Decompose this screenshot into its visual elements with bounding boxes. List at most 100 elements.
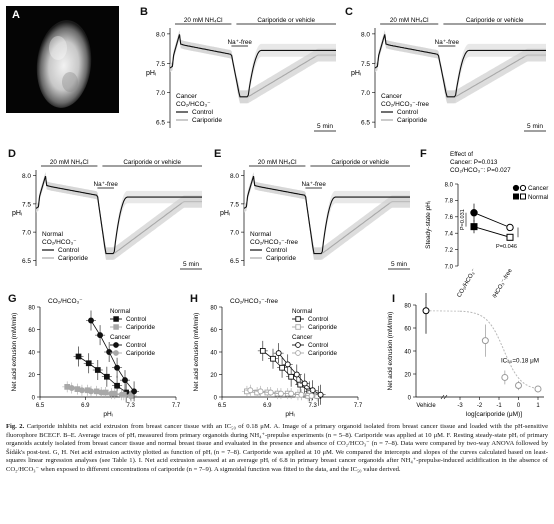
legend-cariporide-label: Cariporide (192, 117, 222, 124)
y-tick-label: 7.0 (156, 90, 165, 97)
nae-point (288, 390, 295, 397)
y-tick-label: 20 (404, 372, 411, 378)
y-tick-label: 80 (404, 303, 411, 309)
panel-h: H CO₂/HCO₃⁻-free 80 60 40 20 0 6.5 6.9 7.3 7.7 pHᵢ… (188, 293, 368, 420)
legend-marker (113, 316, 119, 322)
nae-point (127, 392, 134, 399)
y-tick-label: 80 (28, 305, 35, 311)
nae-point (114, 364, 121, 371)
nae-point (279, 364, 285, 371)
panel-label: C (345, 6, 353, 18)
drug-label: Cariporide or vehicle (123, 159, 181, 166)
y-tick-label: 7.5 (22, 201, 31, 208)
y-axis-label: Steady-state pHᵢ (425, 201, 432, 249)
y-tick-label: 20 (28, 373, 35, 379)
y-tick-label: 0 (214, 395, 218, 401)
y-tick-label: 7.5 (230, 201, 239, 208)
na-free-label: Na⁺-free (435, 39, 460, 46)
y-tick-label: 80 (210, 305, 217, 311)
f-series-line (473, 212, 511, 228)
y-axis-label: pHᵢ (12, 210, 22, 217)
legend-label: Cariporide (308, 350, 338, 357)
nh4cl-label: 20 mM NH₄Cl (50, 159, 89, 166)
y-tick-label: 7.8 (445, 199, 454, 205)
y-tick-label: 6.5 (230, 258, 239, 265)
legend-group-cancer: Cancer (292, 334, 312, 341)
legend-title: Normal (250, 231, 272, 238)
nae-point (108, 390, 115, 397)
na-free-label: Na⁺-free (94, 181, 119, 188)
legend-cariporide-label: Cariporide (397, 117, 427, 124)
axis-break (440, 394, 445, 400)
nae-chart: CO₂/HCO₃⁻-free 80 60 40 20 06.5 6.9 7.3 7.7 pHᵢ Ne… (193, 298, 363, 418)
legend-group-normal: Normal (292, 308, 312, 315)
nh4cl-label: 20 mM NH₄Cl (184, 17, 223, 24)
drug-label: Cariporide or vehicle (331, 159, 389, 166)
y-axis-label: pHᵢ (146, 70, 156, 77)
time-scale-label: 5 min (183, 261, 199, 268)
effect-cancer: Cancer: P=0.013 (450, 159, 498, 166)
x-tick-label: -1 (496, 403, 502, 409)
y-tick-label: 7.5 (361, 61, 370, 68)
legend-marker (295, 324, 301, 330)
legend-title: Normal (42, 231, 64, 238)
legend-label: Control (126, 316, 146, 323)
nae-point (308, 392, 315, 399)
dose-point (515, 382, 522, 389)
legend-group-normal: Normal (110, 308, 130, 315)
legend-marker (113, 324, 119, 330)
nae-point (298, 391, 305, 398)
panel-f: F Effect of Cancer: P=0.013 CO₂/HCO₃⁻: P=0… (418, 148, 550, 309)
legend-marker (113, 342, 119, 348)
y-tick-label: 6.5 (156, 120, 165, 127)
ic50-label: IC₅₀=0.18 μM (501, 358, 539, 365)
nae-point (317, 391, 324, 398)
legend-title: Cancer (176, 93, 198, 100)
nae-point (78, 387, 85, 394)
nae-point (118, 391, 125, 398)
panel-b: B 8.0 7.5 7.0 6.5 pHᵢ 20 mM NH₄Cl Cariporide o… (140, 6, 340, 138)
y-axis-label: pHᵢ (351, 70, 361, 77)
control-trace-line (243, 175, 410, 255)
x-tick-label: 6.9 (263, 403, 272, 409)
y-axis-label: Net acid extrusion (mM/min) (193, 313, 200, 392)
x-axis-label: pHᵢ (285, 411, 294, 418)
nae-point (114, 382, 120, 389)
y-tick-label: 8.0 (230, 173, 239, 180)
chart-title: CO₂/HCO₃⁻-free (230, 298, 278, 305)
organoid-image (6, 6, 119, 113)
y-tick-label: 8.0 (22, 173, 31, 180)
x-tick-label: 6.5 (36, 403, 45, 409)
panel-c: C 8.0 7.5 7.0 6.5 pHᵢ 20 mM NH₄Cl Cariporide o… (345, 6, 550, 138)
x-tick-label: -3 (457, 403, 463, 409)
time-scale-label: 5 min (317, 123, 333, 130)
legend-normal-open (520, 193, 526, 200)
x-tick-label: 1 (536, 403, 540, 409)
y-tick-label: 7.0 (230, 230, 239, 237)
time-scale-label: 5 min (527, 123, 543, 130)
y-tick-label: 6.5 (361, 120, 370, 127)
legend-cancer-filled (512, 184, 520, 192)
x-tick-label: 7.3 (126, 403, 135, 409)
nae-point (284, 361, 291, 368)
dose-point (481, 337, 489, 345)
legend-control-label: Control (58, 247, 80, 254)
nae-point (75, 353, 82, 360)
panel-g: G CO₂/HCO₃⁻ 80 60 40 20 0 6.5 6.9 7.3 7.7 pHᵢ Net a… (6, 293, 186, 420)
effect-co2: CO₂/HCO₃⁻: P=0.027 (450, 167, 511, 174)
legend-normal-label: Normal (528, 194, 548, 201)
nae-point (131, 388, 138, 395)
panel-a: A (6, 6, 119, 113)
na-free-label: Na⁺-free (228, 39, 253, 46)
na-free-label: Na⁺-free (302, 181, 327, 188)
legend-label: Control (308, 316, 328, 323)
y-tick-label: 40 (210, 350, 217, 356)
control-trace-line (35, 175, 202, 255)
nae-point (106, 349, 113, 355)
legend-control-label: Control (266, 247, 288, 254)
dose-point (501, 373, 509, 381)
legend-cariporide-label: Cariporide (266, 255, 296, 262)
legend-subtitle: CO₂/HCO₃⁻ (42, 239, 77, 246)
nae-point (288, 373, 294, 380)
legend-cariporide-label: Cariporide (58, 255, 88, 262)
